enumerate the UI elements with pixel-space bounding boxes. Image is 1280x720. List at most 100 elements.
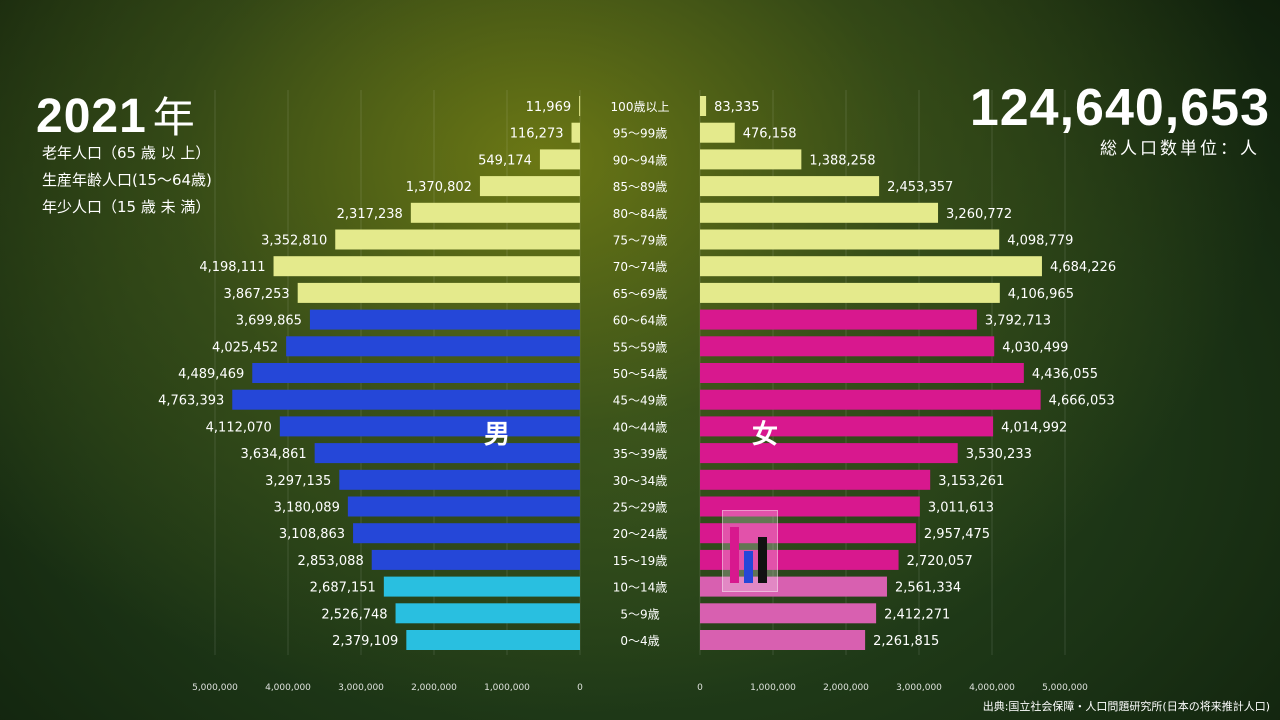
male-value-label: 116,273 (510, 127, 564, 142)
legend-youth: 年少人口（15 歳 未 満） (42, 198, 211, 216)
year-display: 2021 年 (36, 84, 195, 145)
female-bar (700, 256, 1042, 277)
male-axis-tick: 3,000,000 (338, 683, 384, 693)
male-bar (579, 96, 581, 116)
female-bar (700, 496, 920, 517)
age-category-label: 65〜69歳 (613, 287, 668, 301)
female-value-label: 476,158 (743, 127, 797, 142)
female-value-label: 3,260,772 (946, 207, 1012, 222)
legend-elderly: 老年人口（65 歳 以 上） (42, 144, 211, 162)
male-bar (395, 603, 580, 624)
age-category-label: 25〜29歳 (613, 501, 668, 515)
male-value-label: 11,969 (526, 100, 572, 115)
age-category-label: 55〜59歳 (613, 340, 668, 354)
female-value-label: 3,153,261 (938, 474, 1004, 489)
female-bar (700, 603, 877, 624)
age-category-label: 85〜89歳 (613, 180, 668, 194)
female-axis-tick: 2,000,000 (823, 683, 869, 693)
age-group-legend: 老年人口（65 歳 以 上） 生産年齢人口(15〜64歳) 年少人口（15 歳 … (42, 140, 212, 221)
male-value-label: 3,699,865 (236, 314, 302, 329)
male-bar (371, 549, 580, 570)
female-value-label: 4,030,499 (1002, 340, 1068, 355)
female-axis-tick: 0 (697, 683, 703, 693)
female-value-label: 1,388,258 (809, 153, 875, 168)
age-category-label: 95〜99歳 (613, 127, 668, 141)
male-bar (479, 176, 580, 197)
female-value-label: 83,335 (714, 100, 760, 115)
female-bar (700, 363, 1024, 383)
female-bar (700, 630, 866, 650)
female-bar (700, 469, 931, 490)
male-bar (309, 309, 580, 330)
female-bar (700, 176, 880, 197)
age-category-label: 0〜4歳 (620, 634, 659, 648)
age-category-label: 75〜79歳 (613, 234, 668, 248)
male-value-label: 4,198,111 (199, 260, 265, 275)
age-category-label: 20〜24歳 (613, 527, 668, 541)
total-population: 124,640,653 (969, 79, 1270, 137)
female-value-label: 2,720,057 (907, 554, 973, 569)
source-note: 出典:国立社会保障・人口問題研究所(日本の将来推計人口) (982, 700, 1270, 713)
female-value-label: 4,098,779 (1007, 234, 1073, 249)
female-bar (700, 416, 994, 437)
age-category-label: 35〜39歳 (613, 447, 668, 461)
female-axis-tick: 1,000,000 (750, 683, 796, 693)
male-value-label: 4,489,469 (178, 367, 244, 382)
age-category-label: 60〜64歳 (613, 314, 668, 328)
male-value-label: 4,112,070 (206, 420, 272, 435)
male-value-label: 2,687,151 (310, 581, 376, 596)
age-category-label: 5〜9歳 (620, 607, 659, 621)
male-bar (410, 202, 580, 223)
male-bar (571, 122, 580, 143)
bar-chart-icon (722, 510, 778, 592)
female-value-label: 3,011,613 (928, 501, 994, 516)
female-bar (700, 336, 995, 357)
female-value-label: 4,014,992 (1001, 420, 1067, 435)
female-value-label: 2,453,357 (887, 180, 953, 195)
age-category-label: 45〜49歳 (613, 394, 668, 408)
legend-working: 生産年齢人口(15〜64歳) (42, 171, 212, 189)
female-bar (700, 523, 916, 544)
male-value-label: 2,853,088 (298, 554, 364, 569)
male-bar (353, 523, 580, 544)
total-population-label: 総人口数単位：人 (1100, 139, 1260, 159)
male-axis-tick: 5,000,000 (192, 683, 238, 693)
female-bar (700, 122, 735, 143)
age-category-label: 15〜19歳 (613, 554, 668, 568)
male-bar (279, 416, 580, 437)
female-value-label: 3,792,713 (985, 314, 1051, 329)
female-bar (700, 443, 958, 464)
male-bar (252, 363, 580, 383)
female-value-label: 2,261,815 (873, 634, 939, 649)
female-value-label: 4,684,226 (1050, 260, 1116, 275)
male-bar (347, 496, 580, 517)
female-bar (700, 229, 1000, 250)
male-bar (335, 229, 580, 250)
male-value-label: 3,634,861 (240, 447, 306, 462)
male-value-label: 549,174 (478, 153, 532, 168)
age-category-label: 100歳以上 (611, 100, 670, 114)
male-value-label: 4,025,452 (212, 340, 278, 355)
age-category-label: 70〜74歳 (613, 260, 668, 274)
female-bar (700, 96, 707, 116)
female-value-label: 2,561,334 (895, 581, 961, 596)
male-bar (273, 256, 580, 277)
female-bar (700, 309, 977, 330)
male-bar (383, 576, 580, 597)
male-value-label: 3,180,089 (274, 501, 340, 516)
male-value-label: 3,297,135 (265, 474, 331, 489)
male-value-label: 4,763,393 (158, 394, 224, 409)
male-value-label: 2,317,238 (337, 207, 403, 222)
male-value-label: 1,370,802 (406, 180, 472, 195)
male-value-label: 2,526,748 (321, 607, 387, 622)
year-suffix: 年 (152, 93, 195, 142)
female-label: 女 (752, 420, 779, 450)
male-axis-tick: 4,000,000 (265, 683, 311, 693)
female-bar (700, 389, 1041, 410)
female-bar (700, 202, 939, 223)
female-value-label: 3,530,233 (966, 447, 1032, 462)
age-category-label: 90〜94歳 (613, 153, 668, 167)
female-value-label: 4,666,053 (1049, 394, 1115, 409)
male-axis-tick: 2,000,000 (411, 683, 457, 693)
